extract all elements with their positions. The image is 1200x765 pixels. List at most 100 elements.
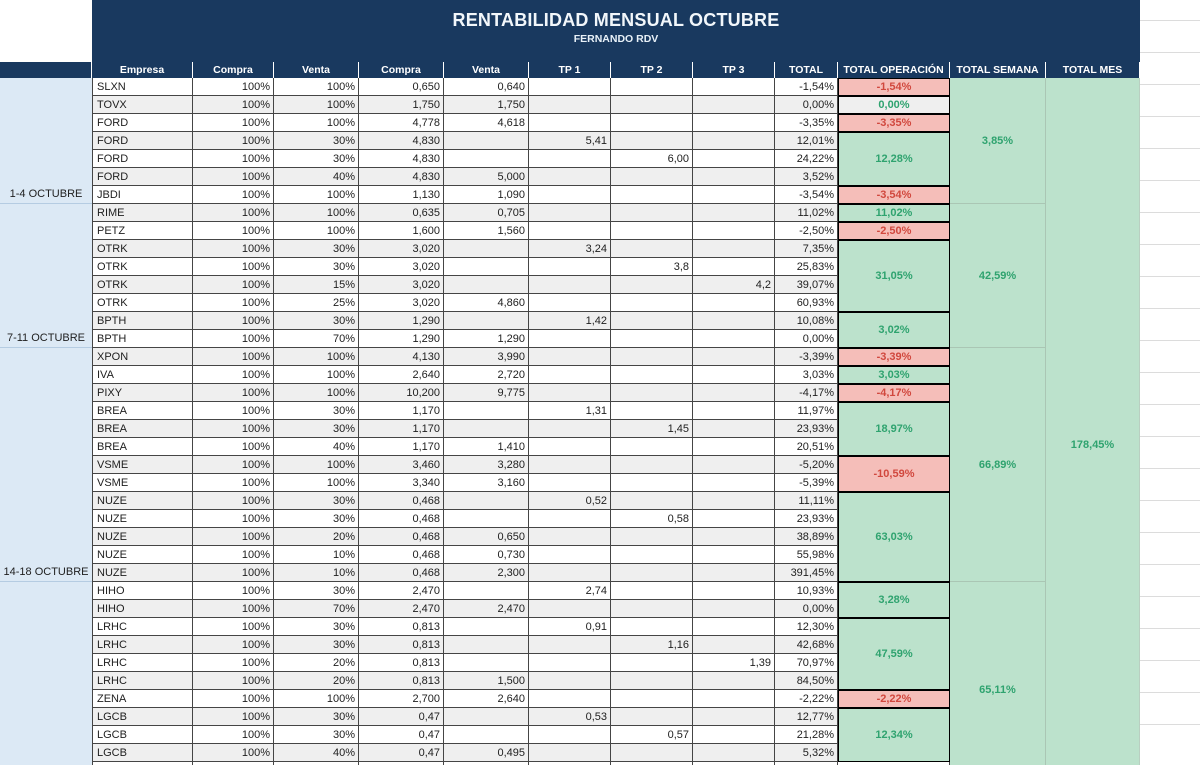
cell-tp3-row-3[interactable] bbox=[693, 114, 775, 132]
cell-compra2-row-1[interactable]: 0,650 bbox=[359, 78, 444, 96]
cell-tp1-row-25[interactable] bbox=[529, 510, 611, 528]
cell-venta-row-1[interactable]: 100% bbox=[274, 78, 359, 96]
cell-compra2-row-31[interactable]: 0,813 bbox=[359, 618, 444, 636]
cell-venta-row-6[interactable]: 40% bbox=[274, 168, 359, 186]
cell-venta-row-5[interactable]: 30% bbox=[274, 150, 359, 168]
column-header-total-operaci-n[interactable]: TOTAL OPERACIÓN bbox=[838, 62, 950, 78]
cell-venta-row-21[interactable]: 40% bbox=[274, 438, 359, 456]
cell-tp3-row-4[interactable] bbox=[693, 132, 775, 150]
cell-venta2-row-37[interactable] bbox=[444, 726, 529, 744]
cell-empresa-row-9[interactable]: PETZ bbox=[92, 222, 193, 240]
cell-total-row-14[interactable]: 10,08% bbox=[775, 312, 838, 330]
cell-empresa-row-17[interactable]: IVA bbox=[92, 366, 193, 384]
cell-tp3-row-12[interactable]: 4,2 bbox=[693, 276, 775, 294]
cell-venta2-row-8[interactable]: 0,705 bbox=[444, 204, 529, 222]
cell-empresa-row-20[interactable]: BREA bbox=[92, 420, 193, 438]
cell-total-row-33[interactable]: 70,97% bbox=[775, 654, 838, 672]
cell-empty-row-39[interactable] bbox=[693, 762, 775, 765]
total-operacion-cell-row-31[interactable]: 47,59% bbox=[838, 618, 950, 690]
cell-compra2-row-6[interactable]: 4,830 bbox=[359, 168, 444, 186]
cell-empty-row-39[interactable] bbox=[444, 762, 529, 765]
cell-total-row-24[interactable]: 11,11% bbox=[775, 492, 838, 510]
cell-tp3-row-27[interactable] bbox=[693, 546, 775, 564]
cell-compra-row-10[interactable]: 100% bbox=[193, 240, 274, 258]
cell-empresa-row-16[interactable]: XPON bbox=[92, 348, 193, 366]
cell-tp1-row-35[interactable] bbox=[529, 690, 611, 708]
cell-total-row-23[interactable]: -5,39% bbox=[775, 474, 838, 492]
cell-compra-row-37[interactable]: 100% bbox=[193, 726, 274, 744]
cell-empresa-row-31[interactable]: LRHC bbox=[92, 618, 193, 636]
cell-empresa-row-22[interactable]: VSME bbox=[92, 456, 193, 474]
total-operacion-cell-row-1[interactable]: -1,54% bbox=[838, 78, 950, 96]
cell-tp3-row-1[interactable] bbox=[693, 78, 775, 96]
cell-compra-row-26[interactable]: 100% bbox=[193, 528, 274, 546]
cell-empty-row-39[interactable] bbox=[193, 762, 274, 765]
cell-tp1-row-8[interactable] bbox=[529, 204, 611, 222]
total-mes-cell[interactable]: 178,45% bbox=[1046, 78, 1140, 765]
total-operacion-cell-row-14[interactable]: 3,02% bbox=[838, 312, 950, 348]
week-label-1[interactable]: 1-4 OCTUBRE bbox=[0, 78, 92, 204]
cell-tp2-row-10[interactable] bbox=[611, 240, 693, 258]
cell-empresa-row-1[interactable]: SLXN bbox=[92, 78, 193, 96]
cell-compra2-row-19[interactable]: 1,170 bbox=[359, 402, 444, 420]
total-operacion-cell-row-3[interactable]: -3,35% bbox=[838, 114, 950, 132]
cell-venta2-row-2[interactable]: 1,750 bbox=[444, 96, 529, 114]
cell-compra-row-5[interactable]: 100% bbox=[193, 150, 274, 168]
cell-empresa-row-27[interactable]: NUZE bbox=[92, 546, 193, 564]
cell-venta-row-27[interactable]: 10% bbox=[274, 546, 359, 564]
cell-venta2-row-14[interactable] bbox=[444, 312, 529, 330]
cell-tp2-row-11[interactable]: 3,8 bbox=[611, 258, 693, 276]
cell-empresa-row-10[interactable]: OTRK bbox=[92, 240, 193, 258]
cell-venta2-row-28[interactable]: 2,300 bbox=[444, 564, 529, 582]
column-header-compra[interactable]: Compra bbox=[359, 62, 444, 78]
total-operacion-cell-row-36[interactable]: 12,34% bbox=[838, 708, 950, 762]
cell-venta2-row-15[interactable]: 1,290 bbox=[444, 330, 529, 348]
cell-compra-row-16[interactable]: 100% bbox=[193, 348, 274, 366]
column-header-row-labels[interactable] bbox=[0, 62, 92, 78]
column-header-tp-1[interactable]: TP 1 bbox=[529, 62, 611, 78]
cell-tp3-row-38[interactable] bbox=[693, 744, 775, 762]
cell-compra2-row-30[interactable]: 2,470 bbox=[359, 600, 444, 618]
cell-venta2-row-7[interactable]: 1,090 bbox=[444, 186, 529, 204]
cell-tp1-row-37[interactable] bbox=[529, 726, 611, 744]
cell-venta2-row-9[interactable]: 1,560 bbox=[444, 222, 529, 240]
cell-tp1-row-38[interactable] bbox=[529, 744, 611, 762]
cell-empty-row-39[interactable] bbox=[529, 762, 611, 765]
cell-venta-row-38[interactable]: 40% bbox=[274, 744, 359, 762]
cell-total-row-9[interactable]: -2,50% bbox=[775, 222, 838, 240]
total-operacion-cell-row-24[interactable]: 63,03% bbox=[838, 492, 950, 582]
cell-compra-row-9[interactable]: 100% bbox=[193, 222, 274, 240]
cell-tp1-row-4[interactable]: 5,41 bbox=[529, 132, 611, 150]
cell-tp2-row-26[interactable] bbox=[611, 528, 693, 546]
column-header-compra[interactable]: Compra bbox=[193, 62, 274, 78]
total-operacion-cell-row-2[interactable]: 0,00% bbox=[838, 96, 950, 114]
cell-empresa-row-5[interactable]: FORD bbox=[92, 150, 193, 168]
cell-compra-row-28[interactable]: 100% bbox=[193, 564, 274, 582]
cell-empresa-row-6[interactable]: FORD bbox=[92, 168, 193, 186]
cell-compra-row-33[interactable]: 100% bbox=[193, 654, 274, 672]
cell-total-row-5[interactable]: 24,22% bbox=[775, 150, 838, 168]
cell-venta2-row-32[interactable] bbox=[444, 636, 529, 654]
cell-tp3-row-10[interactable] bbox=[693, 240, 775, 258]
cell-tp1-row-15[interactable] bbox=[529, 330, 611, 348]
cell-venta2-row-1[interactable]: 0,640 bbox=[444, 78, 529, 96]
cell-empty-row-39[interactable] bbox=[775, 762, 838, 765]
cell-venta2-row-29[interactable] bbox=[444, 582, 529, 600]
cell-venta2-row-12[interactable] bbox=[444, 276, 529, 294]
cell-tp1-row-23[interactable] bbox=[529, 474, 611, 492]
cell-venta2-row-18[interactable]: 9,775 bbox=[444, 384, 529, 402]
cell-venta2-row-11[interactable] bbox=[444, 258, 529, 276]
cell-empresa-row-7[interactable]: JBDI bbox=[92, 186, 193, 204]
cell-tp1-row-28[interactable] bbox=[529, 564, 611, 582]
cell-venta2-row-10[interactable] bbox=[444, 240, 529, 258]
cell-empresa-row-24[interactable]: NUZE bbox=[92, 492, 193, 510]
cell-tp1-row-24[interactable]: 0,52 bbox=[529, 492, 611, 510]
cell-compra2-row-5[interactable]: 4,830 bbox=[359, 150, 444, 168]
cell-tp3-row-22[interactable] bbox=[693, 456, 775, 474]
cell-compra-row-11[interactable]: 100% bbox=[193, 258, 274, 276]
cell-venta-row-36[interactable]: 30% bbox=[274, 708, 359, 726]
cell-venta-row-16[interactable]: 100% bbox=[274, 348, 359, 366]
cell-tp2-row-38[interactable] bbox=[611, 744, 693, 762]
cell-compra-row-18[interactable]: 100% bbox=[193, 384, 274, 402]
cell-empty-row-39[interactable] bbox=[611, 762, 693, 765]
